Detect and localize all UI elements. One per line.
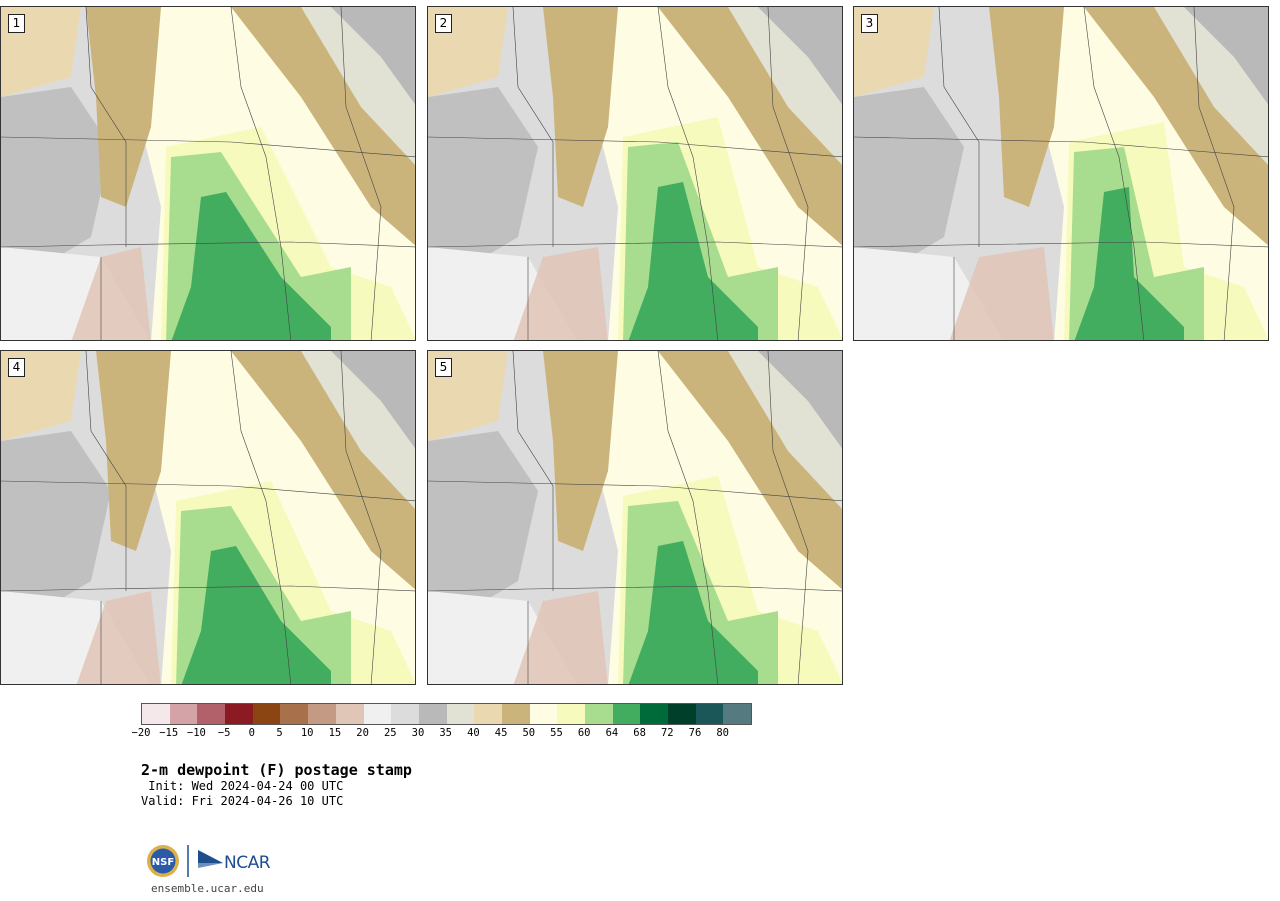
nsf-logo-icon: NSF <box>147 845 179 877</box>
panel-number-2: 2 <box>435 14 452 33</box>
colorbar-swatch <box>668 704 696 724</box>
map-panel-1: 1 <box>0 6 416 341</box>
colorbar-tick-label: 72 <box>661 727 674 739</box>
logos: NSF NCAR <box>145 843 275 883</box>
chart-title: 2-m dewpoint (F) postage stamp <box>141 761 412 779</box>
colorbar-tick-label: 45 <box>495 727 508 739</box>
colorbar-swatch <box>502 704 530 724</box>
colorbar-tick-label: −10 <box>187 727 206 739</box>
colorbar-tick-label: 64 <box>606 727 619 739</box>
colorbar-swatch <box>696 704 724 724</box>
nsf-logo-text: NSF <box>152 857 174 868</box>
colorbar-tick-label: 50 <box>522 727 535 739</box>
colorbar-swatch <box>557 704 585 724</box>
colorbar-swatch <box>474 704 502 724</box>
colorbar-tick-label: −20 <box>132 727 151 739</box>
colorbar-swatch <box>142 704 170 724</box>
panel-number-4: 4 <box>8 358 25 377</box>
colorbar-tick-label: 0 <box>249 727 255 739</box>
colorbar-swatch <box>723 704 751 724</box>
valid-time: Valid: Fri 2024-04-26 10 UTC <box>141 794 343 808</box>
map-panel-2: 2 <box>427 6 843 341</box>
colorbar-swatch <box>308 704 336 724</box>
map-panel-5: 5 <box>427 350 843 685</box>
colorbar-tick-label: 15 <box>329 727 342 739</box>
colorbar-tick-label: 68 <box>633 727 646 739</box>
colorbar-swatch <box>280 704 308 724</box>
colorbar-tick-label: 55 <box>550 727 563 739</box>
dewpoint-map-3 <box>854 7 1269 341</box>
panel-number-5: 5 <box>435 358 452 377</box>
colorbar-tick-label: 30 <box>412 727 425 739</box>
colorbar-swatch <box>197 704 225 724</box>
map-panel-3: 3 <box>853 6 1269 341</box>
colorbar-swatch <box>447 704 475 724</box>
colorbar-tick-label: −15 <box>159 727 178 739</box>
footer-url: ensemble.ucar.edu <box>151 882 264 895</box>
colorbar-tick-label: 5 <box>276 727 282 739</box>
colorbar-swatch <box>530 704 558 724</box>
colorbar-swatch <box>225 704 253 724</box>
map-panel-4: 4 <box>0 350 416 685</box>
dewpoint-colorbar <box>141 703 752 725</box>
colorbar-swatch <box>640 704 668 724</box>
dewpoint-map-4 <box>1 351 416 685</box>
colorbar-tick-label: −5 <box>218 727 231 739</box>
init-time: Init: Wed 2024-04-24 00 UTC <box>141 779 343 793</box>
dewpoint-map-1 <box>1 7 416 341</box>
ncar-logo-text: NCAR <box>224 853 271 873</box>
colorbar-swatch <box>391 704 419 724</box>
colorbar-swatch <box>364 704 392 724</box>
colorbar-tick-label: 40 <box>467 727 480 739</box>
colorbar-swatch <box>585 704 613 724</box>
colorbar-tick-label: 10 <box>301 727 314 739</box>
colorbar-swatch <box>170 704 198 724</box>
colorbar-swatch <box>613 704 641 724</box>
colorbar-swatch <box>336 704 364 724</box>
colorbar-swatch <box>253 704 281 724</box>
colorbar-tick-label: 80 <box>716 727 729 739</box>
colorbar-tick-label: 60 <box>578 727 591 739</box>
panel-number-1: 1 <box>8 14 25 33</box>
nsf-ncar-logo: NSF NCAR <box>145 843 275 879</box>
colorbar-tick-label: 76 <box>689 727 702 739</box>
colorbar-swatch <box>419 704 447 724</box>
colorbar-tick-labels: −20 −15 −10 −5 0 5 10 15 20 25 30 35 40 45 50 55 60 64 68 7… <box>141 727 791 741</box>
dewpoint-map-2 <box>428 7 843 341</box>
dewpoint-map-5 <box>428 351 843 685</box>
ncar-logo-icon: NCAR <box>198 850 271 873</box>
colorbar-tick-label: 25 <box>384 727 397 739</box>
colorbar-tick-label: 35 <box>439 727 452 739</box>
panel-number-3: 3 <box>861 14 878 33</box>
colorbar-tick-label: 20 <box>356 727 369 739</box>
